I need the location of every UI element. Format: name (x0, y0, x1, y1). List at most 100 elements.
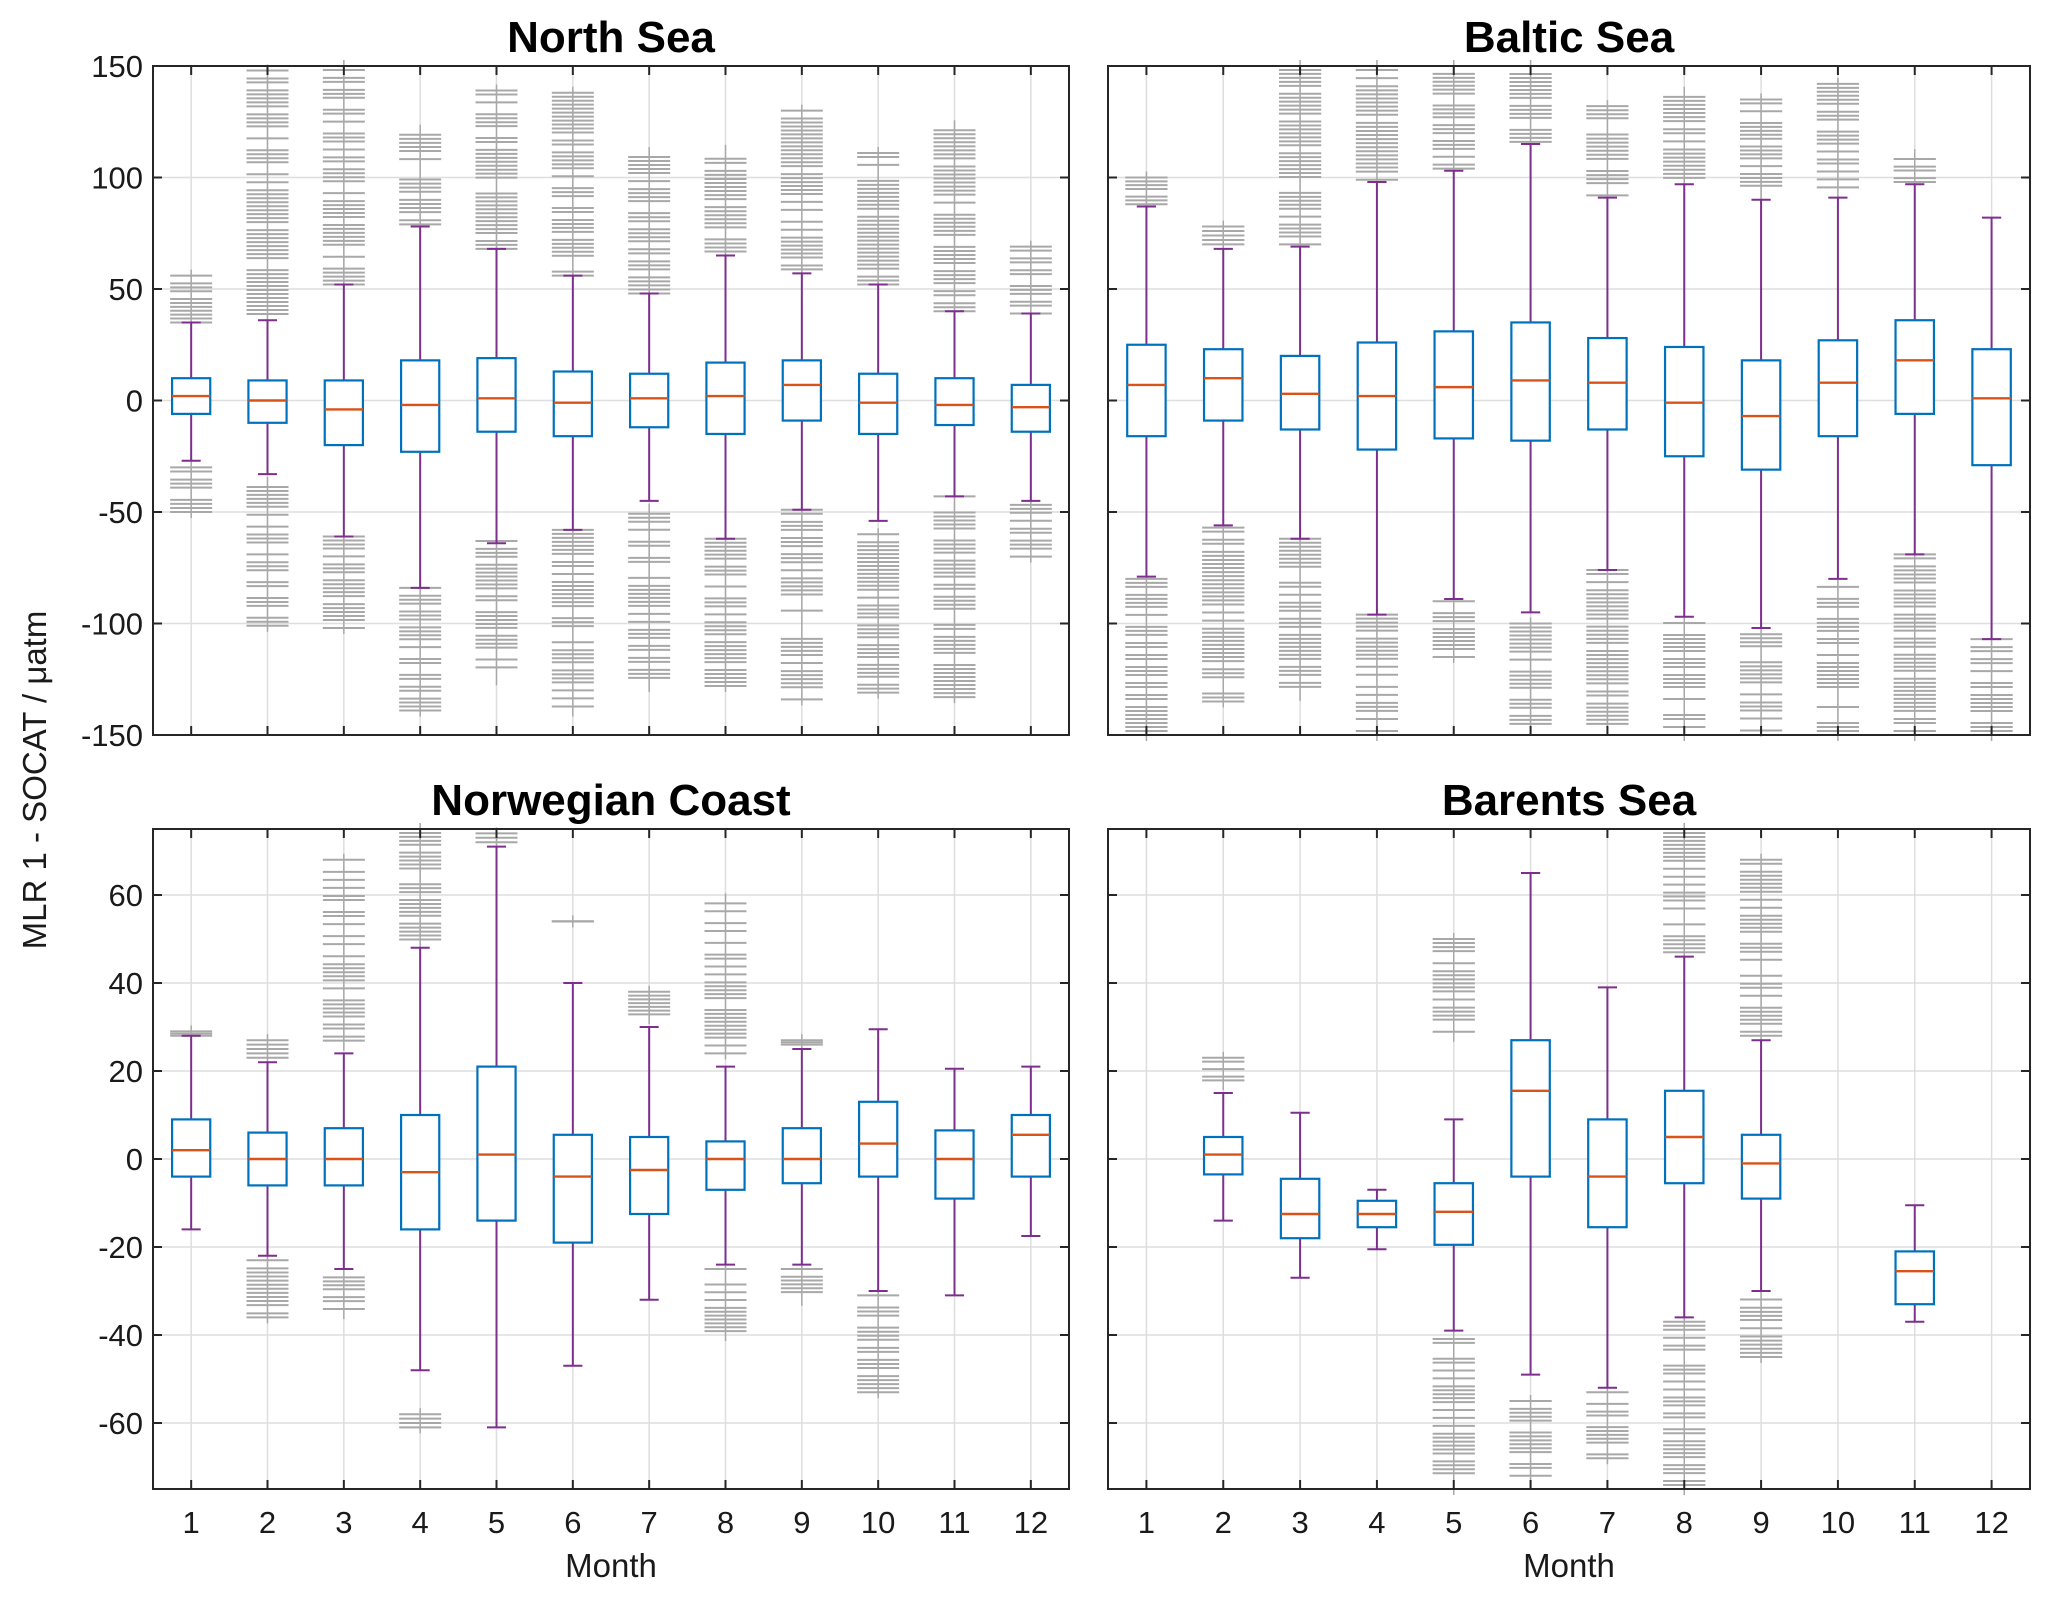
outliers-high (246, 64, 289, 324)
outliers-low (1586, 1386, 1629, 1465)
y-tick-label: 60 (109, 878, 143, 913)
outliers-low (1816, 572, 1860, 741)
outliers-low (704, 532, 747, 692)
iqr-box (781, 1127, 823, 1185)
box-month-7 (1586, 100, 1629, 730)
outliers-high (170, 269, 213, 329)
x-tick-label: 7 (641, 1505, 658, 1540)
iqr-box (476, 1065, 517, 1222)
iqr-box (1817, 339, 1859, 438)
iqr-box (628, 1135, 670, 1216)
y-tick-label: 50 (109, 272, 143, 307)
outliers-high (1009, 240, 1052, 320)
outliers-low (246, 1254, 289, 1324)
iqr-box (323, 379, 365, 447)
x-tick-label: 11 (1899, 1505, 1931, 1540)
panel-title: North Sea (507, 13, 715, 62)
box-month-12 (1010, 1065, 1052, 1237)
box-month-9 (780, 1034, 823, 1306)
iqr-box (934, 377, 975, 427)
outliers-low (628, 503, 671, 692)
iqr-box (476, 357, 517, 433)
outliers-low (933, 490, 976, 704)
outliers-low (1278, 532, 1322, 701)
outliers-low (1432, 1329, 1475, 1495)
outliers-low (857, 1289, 900, 1399)
box-month-7 (628, 985, 671, 1301)
outliers-high (1816, 77, 1860, 202)
panel-title: Barents Sea (1442, 776, 1697, 825)
box-month-4 (399, 124, 442, 717)
outliers-low (1663, 1315, 1706, 1495)
x-tick-label: 8 (1676, 1505, 1693, 1540)
outliers-low (1355, 608, 1399, 741)
y-tick-label: 20 (109, 1054, 143, 1089)
x-tick-label: 6 (1522, 1505, 1539, 1540)
outliers-low (780, 503, 823, 706)
outliers-high (704, 144, 747, 262)
box-month-4 (1355, 60, 1399, 741)
iqr-box (170, 1118, 212, 1178)
outliers-low (1893, 548, 1936, 741)
outliers-low (1125, 572, 1168, 741)
iqr-box (705, 361, 746, 436)
panel-north-sea: North Sea 150 100 50 0 -50 -100 -150 (81, 13, 1070, 753)
outliers-high (1893, 149, 1936, 188)
outliers-high (551, 86, 594, 282)
outliers-high (1278, 60, 1322, 251)
box-month-9 (1739, 93, 1783, 737)
box-month-4 (399, 823, 442, 1434)
outliers-high (1202, 1051, 1245, 1091)
box-month-8 (704, 144, 747, 692)
outliers-high (1586, 100, 1629, 202)
iqr-box (1126, 343, 1167, 438)
outliers-high (322, 60, 365, 291)
x-tick-label: 1 (1138, 1505, 1155, 1540)
x-tick-label: 3 (335, 1505, 352, 1540)
panel-baltic-sea: Baltic Sea (1107, 13, 2031, 741)
outliers-low (399, 581, 442, 717)
x-axis-label: Month (565, 1547, 657, 1584)
y-tick-label: -40 (98, 1318, 143, 1353)
iqr-box (1510, 1039, 1551, 1178)
box-month-4 (1356, 1188, 1398, 1251)
box-month-6 (551, 915, 594, 1367)
box-month-10 (857, 1028, 900, 1399)
outliers-high (1739, 853, 1783, 1042)
outliers-high (780, 104, 823, 280)
box-month-8 (704, 893, 747, 1341)
box-month-1 (1125, 171, 1168, 741)
x-tick-label: 10 (861, 1505, 895, 1540)
outliers-low (246, 477, 289, 632)
y-tick-label: 150 (91, 49, 143, 84)
iqr-box (934, 1129, 975, 1200)
panel-title: Norwegian Coast (431, 776, 791, 825)
y-tick-label: 40 (109, 966, 143, 1001)
iqr-box (1740, 1133, 1782, 1200)
x-tick-label: 1 (183, 1505, 200, 1540)
outliers-high (475, 84, 518, 255)
box-month-9 (1739, 853, 1783, 1363)
x-tick-label: 2 (259, 1505, 276, 1540)
iqr-box (628, 372, 670, 429)
box-month-6 (1509, 60, 1552, 730)
outliers-low (1509, 617, 1552, 730)
box-month-3 (322, 853, 365, 1319)
iqr-box (552, 1133, 594, 1244)
outliers-high (1739, 93, 1783, 204)
iqr-box (323, 1127, 365, 1187)
box-month-10 (857, 146, 900, 699)
x-tick-label: 10 (1821, 1505, 1855, 1540)
x-axis-label: Month (1523, 1547, 1615, 1584)
outliers-high (1509, 60, 1552, 148)
outliers-low (1739, 624, 1783, 737)
x-tick-label: 2 (1215, 1505, 1232, 1540)
outliers-low (857, 528, 900, 699)
iqr-box (1587, 1118, 1628, 1229)
iqr-box (1202, 348, 1244, 422)
outliers-low (1739, 1289, 1783, 1363)
box-month-5 (475, 84, 518, 686)
box-month-9 (780, 104, 823, 706)
box-month-3 (322, 60, 365, 634)
